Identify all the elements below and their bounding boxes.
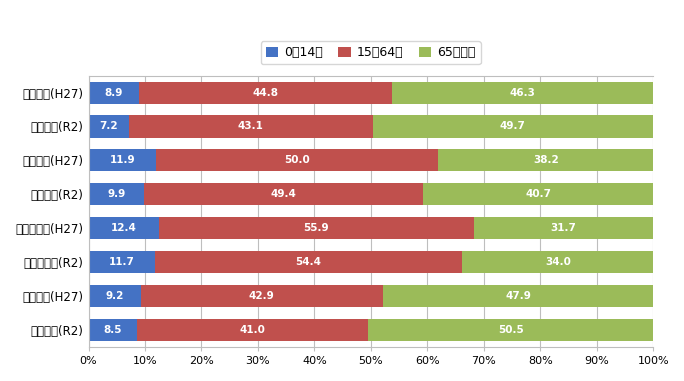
Bar <box>159 217 474 239</box>
Text: 55.9: 55.9 <box>304 223 329 233</box>
Text: 47.9: 47.9 <box>505 291 531 301</box>
Text: 43.1: 43.1 <box>238 122 264 131</box>
Text: 50.0: 50.0 <box>284 155 310 165</box>
Bar <box>156 149 438 171</box>
Text: 8.5: 8.5 <box>103 325 122 335</box>
Bar <box>88 183 144 205</box>
Bar <box>383 285 653 307</box>
Bar <box>88 149 156 171</box>
Bar <box>392 82 653 104</box>
Bar <box>373 115 653 138</box>
Bar <box>88 251 155 273</box>
Bar <box>140 285 383 307</box>
Bar <box>368 319 653 341</box>
Bar <box>88 115 129 138</box>
Text: 54.4: 54.4 <box>295 257 321 267</box>
Text: 9.2: 9.2 <box>105 291 124 301</box>
Text: 12.4: 12.4 <box>111 223 137 233</box>
Text: 34.0: 34.0 <box>545 257 570 267</box>
Text: 49.7: 49.7 <box>500 122 526 131</box>
Bar <box>423 183 653 205</box>
Text: 44.8: 44.8 <box>252 88 278 98</box>
Text: 31.7: 31.7 <box>551 223 577 233</box>
Text: 11.9: 11.9 <box>109 155 135 165</box>
Text: 38.2: 38.2 <box>533 155 559 165</box>
Bar <box>88 285 140 307</box>
Text: 46.3: 46.3 <box>510 88 536 98</box>
Bar <box>438 149 654 171</box>
Text: 40.7: 40.7 <box>525 189 551 199</box>
Bar <box>88 217 159 239</box>
Legend: 0～14歳, 15～64歳, 65歳以上: 0～14歳, 15～64歳, 65歳以上 <box>261 41 481 64</box>
Bar <box>137 319 368 341</box>
Text: 8.9: 8.9 <box>105 88 123 98</box>
Text: 50.5: 50.5 <box>498 325 523 335</box>
Text: 11.7: 11.7 <box>109 257 135 267</box>
Bar <box>462 251 654 273</box>
Text: 7.2: 7.2 <box>100 122 118 131</box>
Bar <box>144 183 423 205</box>
Text: 49.4: 49.4 <box>271 189 297 199</box>
Text: 42.9: 42.9 <box>249 291 274 301</box>
Bar <box>155 251 462 273</box>
Text: 9.9: 9.9 <box>107 189 126 199</box>
Bar <box>88 82 139 104</box>
Bar <box>474 217 653 239</box>
Bar <box>88 319 137 341</box>
Bar <box>139 82 392 104</box>
Text: 41.0: 41.0 <box>239 325 265 335</box>
Bar <box>129 115 373 138</box>
